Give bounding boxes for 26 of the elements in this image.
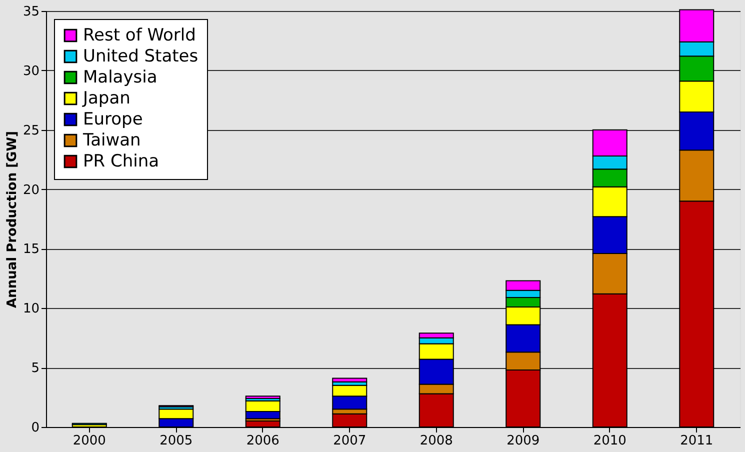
x-tick-label: 2007 xyxy=(333,434,366,448)
y-tick-label: 0 xyxy=(31,420,40,436)
x-tick-label: 2000 xyxy=(72,434,106,448)
legend-label: Taiwan xyxy=(82,130,141,150)
y-tick-label: 25 xyxy=(22,123,40,138)
legend-label: United States xyxy=(83,46,198,66)
x-tick-label: 2009 xyxy=(506,434,540,448)
legend-label: PR China xyxy=(83,152,160,172)
y-tick-label: 30 xyxy=(22,64,40,79)
y-axis-title: Annual Production [GW] xyxy=(4,131,20,308)
y-tick-label: 10 xyxy=(22,302,40,317)
bar xyxy=(332,378,368,382)
legend-label: Europe xyxy=(83,110,143,130)
x-tick-label: 2010 xyxy=(593,434,626,448)
y-tick-label: 35 xyxy=(22,4,40,20)
legend-label: Rest of World xyxy=(83,26,196,46)
y-tick-label: 20 xyxy=(22,182,40,198)
legend-label: Japan xyxy=(82,88,130,108)
x-tick-label: 2008 xyxy=(420,434,453,448)
x-tick-label: 2005 xyxy=(160,434,193,448)
y-tick-label: 15 xyxy=(22,242,40,258)
x-tick-label: 2011 xyxy=(680,434,714,448)
legend-label: Malaysia xyxy=(83,68,158,88)
x-tick-label: 2006 xyxy=(246,434,280,448)
bar xyxy=(245,396,280,399)
y-tick-label: 5 xyxy=(31,361,40,376)
